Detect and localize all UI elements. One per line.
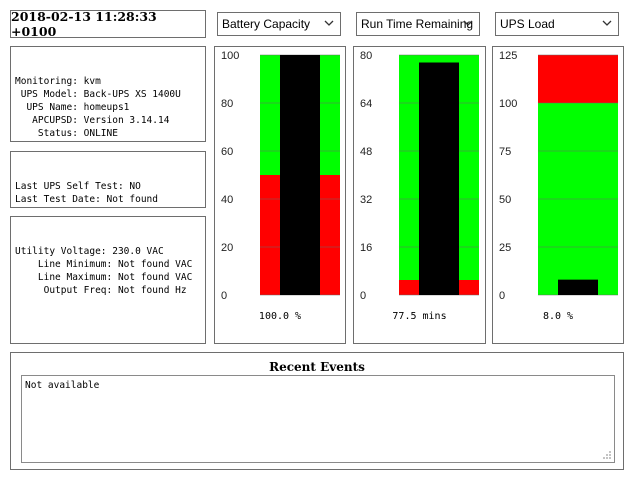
gauge-select-battery-label: Battery Capacity — [222, 17, 311, 31]
selftest-line-result: Last UPS Self Test: NO — [15, 181, 141, 192]
gauge-value-bar — [558, 279, 598, 295]
datetime-display: 2018-02-13 11:28:33 +0100 — [10, 9, 206, 39]
gauge-tick-label: 100 — [221, 50, 239, 62]
power-panel: Utility Voltage: 230.0 VAC Line Minimum:… — [10, 216, 206, 344]
status-line-model: UPS Model: Back-UPS XS 1400U — [15, 89, 181, 100]
gauge-select-runtime[interactable]: Run Time Remaining — [356, 12, 480, 36]
gauge-tick-label: 64 — [360, 98, 372, 110]
gauge-tick-label: 16 — [360, 242, 372, 254]
ups-status-text: Monitoring: kvm UPS Model: Back-UPS XS 1… — [15, 62, 181, 140]
gauge-zone-warning — [538, 55, 618, 103]
gauge-value-bar — [419, 62, 459, 295]
gauge-tick-label: 40 — [221, 194, 233, 206]
gauge-tick-label: 0 — [499, 290, 505, 302]
power-line-maximum: Line Maximum: Not found VAC — [15, 272, 193, 283]
recent-events-title: Recent Events — [269, 360, 365, 374]
gauge-tick-label: 0 — [360, 290, 366, 302]
recent-events-textarea[interactable]: Not available — [21, 375, 615, 463]
recent-events-text: Not available — [25, 380, 100, 391]
power-line-minimum: Line Minimum: Not found VAC — [15, 259, 193, 270]
gauge-chart-battery: 100 80 60 40 20 0 — [221, 50, 340, 302]
selftest-line-date: Last Test Date: Not found — [15, 194, 158, 205]
gauge-tick-label: 20 — [221, 242, 233, 254]
status-line-apcupsd: APCUPSD: Version 3.14.14 — [15, 115, 170, 126]
chevron-down-icon — [602, 20, 612, 26]
gauge-readout-load: 8.0 % — [542, 311, 574, 322]
self-test-text: Last UPS Self Test: NO Last Test Date: N… — [15, 167, 158, 206]
status-line-status: Status: ONLINE — [15, 128, 118, 139]
gauge-panel-battery: 100 80 60 40 20 0 100.0 % — [214, 46, 346, 344]
gauge-select-runtime-label: Run Time Remaining — [361, 17, 474, 31]
status-line-monitoring: Monitoring: kvm — [15, 76, 101, 87]
gauge-chart-load: 125 100 75 50 25 0 — [499, 50, 618, 302]
gauge-value-bar — [280, 55, 320, 295]
gauge-select-load[interactable]: UPS Load — [495, 12, 619, 36]
gauge-tick-label: 48 — [360, 146, 372, 158]
gauge-tick-label: 25 — [499, 242, 511, 254]
gauge-tick-label: 80 — [221, 98, 233, 110]
gauge-tick-label: 125 — [499, 50, 517, 62]
gauge-readout-runtime: 77.5 mins — [392, 311, 447, 322]
chevron-down-icon — [324, 20, 334, 26]
power-text: Utility Voltage: 230.0 VAC Line Minimum:… — [15, 232, 192, 297]
gauge-readout-battery: 100.0 % — [258, 311, 302, 322]
gauge-panel-runtime: 80 64 48 32 16 0 77.5 mins — [353, 46, 486, 344]
recent-events-panel: Recent Events Not available — [10, 352, 624, 470]
gauge-tick-label: 100 — [499, 98, 517, 110]
gauge-select-load-label: UPS Load — [500, 17, 555, 31]
gauge-tick-label: 50 — [499, 194, 511, 206]
power-line-freq: Output Freq: Not found Hz — [15, 285, 187, 296]
resize-grip-icon[interactable] — [602, 450, 612, 460]
gauge-panel-load: 125 100 75 50 25 0 8.0 % — [492, 46, 624, 344]
gauge-tick-label: 60 — [221, 146, 233, 158]
power-line-voltage: Utility Voltage: 230.0 VAC — [15, 246, 164, 257]
ups-status-panel: Monitoring: kvm UPS Model: Back-UPS XS 1… — [10, 46, 206, 142]
status-line-name: UPS Name: homeups1 — [15, 102, 130, 113]
gauge-tick-label: 80 — [360, 50, 372, 62]
gauge-tick-label: 75 — [499, 146, 511, 158]
chevron-down-icon — [463, 20, 473, 26]
gauge-tick-label: 32 — [360, 194, 372, 206]
datetime-text: 2018-02-13 11:28:33 +0100 — [11, 9, 157, 39]
gauge-select-battery[interactable]: Battery Capacity — [217, 12, 341, 36]
gauge-chart-runtime: 80 64 48 32 16 0 — [360, 50, 479, 302]
gauge-tick-label: 0 — [221, 290, 227, 302]
self-test-panel: Last UPS Self Test: NO Last Test Date: N… — [10, 151, 206, 208]
